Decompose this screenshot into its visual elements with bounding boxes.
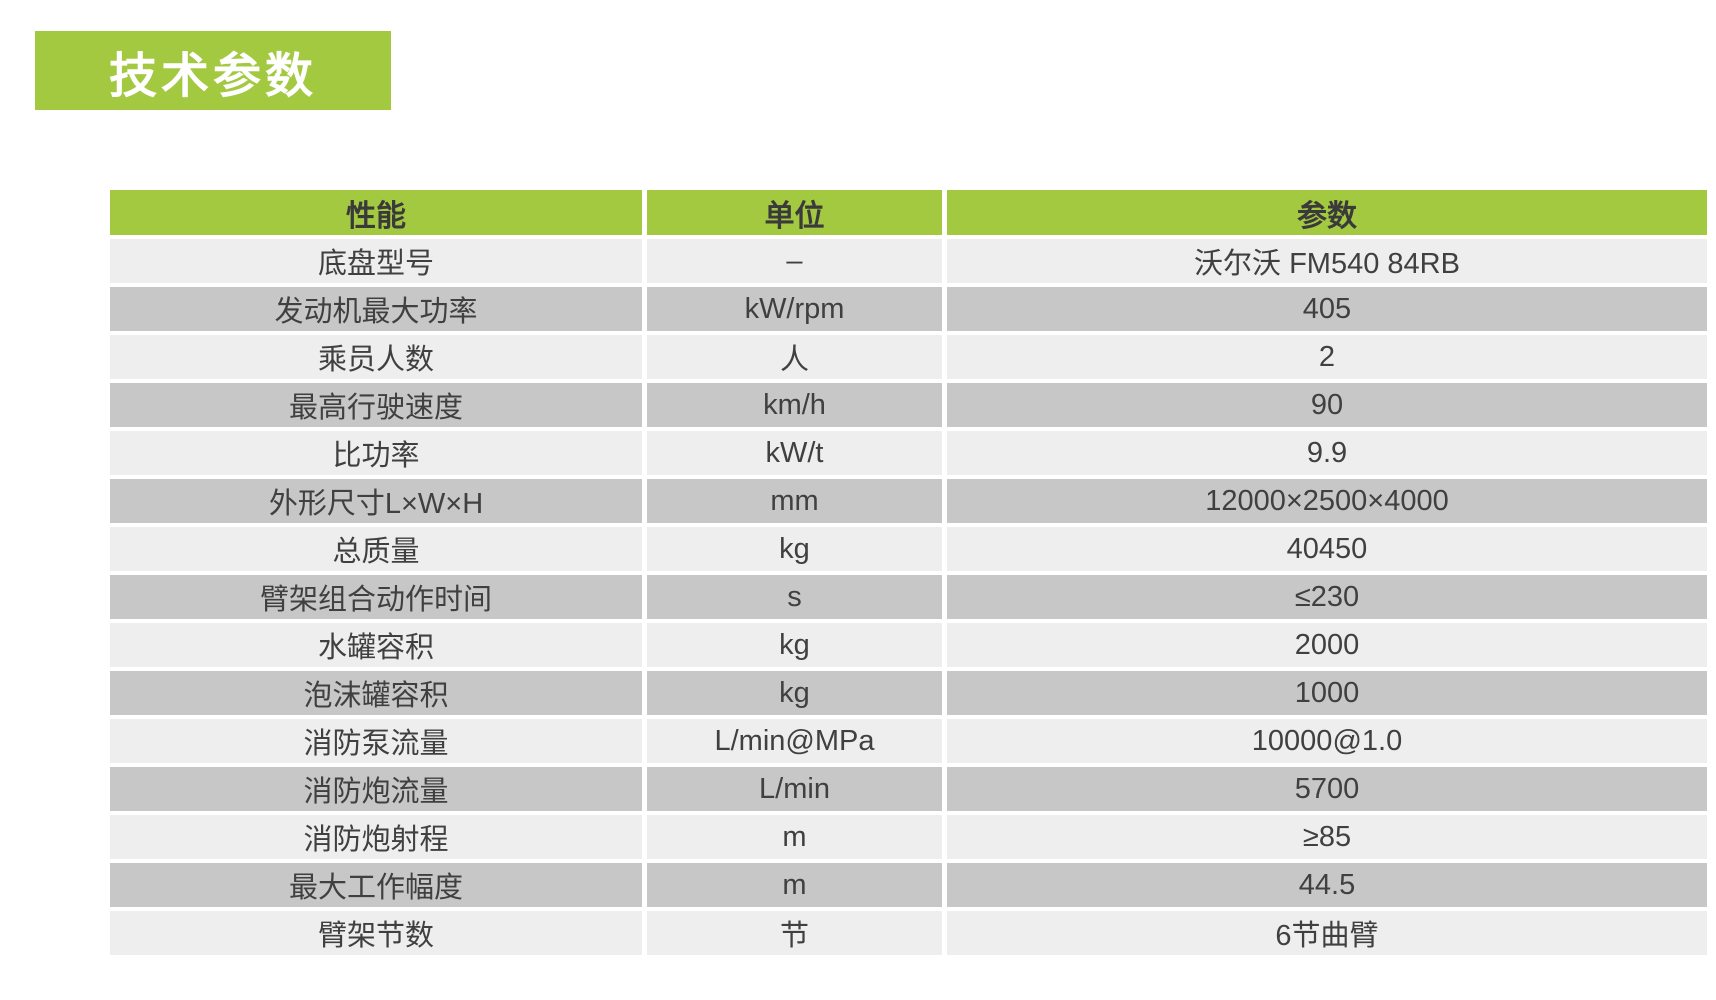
table-row: 最大工作幅度 m 44.5 <box>110 863 1707 907</box>
table-row: 泡沫罐容积 kg 1000 <box>110 671 1707 715</box>
column-header-parameter: 参数 <box>947 190 1707 235</box>
column-header-unit: 单位 <box>647 190 942 235</box>
table-row: 消防泵流量 L/min@MPa 10000@1.0 <box>110 719 1707 763</box>
cell-performance: 消防炮射程 <box>110 815 642 859</box>
table-row: 最高行驶速度 km/h 90 <box>110 383 1707 427</box>
cell-unit: m <box>647 815 942 859</box>
cell-value: 12000×2500×4000 <box>947 479 1707 523</box>
table-row: 外形尺寸L×W×H mm 12000×2500×4000 <box>110 479 1707 523</box>
cell-performance: 比功率 <box>110 431 642 475</box>
table-row: 比功率 kW/t 9.9 <box>110 431 1707 475</box>
cell-performance: 臂架节数 <box>110 911 642 955</box>
table-row: 臂架节数 节 6节曲臂 <box>110 911 1707 955</box>
cell-unit: 节 <box>647 911 942 955</box>
cell-unit: L/min <box>647 767 942 811</box>
table-row: 消防炮流量 L/min 5700 <box>110 767 1707 811</box>
cell-performance: 底盘型号 <box>110 239 642 283</box>
cell-unit: s <box>647 575 942 619</box>
cell-value: 40450 <box>947 527 1707 571</box>
cell-value: 2000 <box>947 623 1707 667</box>
cell-performance: 最高行驶速度 <box>110 383 642 427</box>
cell-unit: kg <box>647 623 942 667</box>
cell-value: 10000@1.0 <box>947 719 1707 763</box>
cell-unit: – <box>647 239 942 283</box>
cell-value: 沃尔沃 FM540 84RB <box>947 239 1707 283</box>
section-title: 技术参数 <box>108 49 317 103</box>
cell-value: 5700 <box>947 767 1707 811</box>
table-row: 底盘型号 – 沃尔沃 FM540 84RB <box>110 239 1707 283</box>
cell-unit: mm <box>647 479 942 523</box>
column-header-performance: 性能 <box>110 190 642 235</box>
cell-unit: L/min@MPa <box>647 719 942 763</box>
table-row: 水罐容积 kg 2000 <box>110 623 1707 667</box>
table-row: 总质量 kg 40450 <box>110 527 1707 571</box>
cell-performance: 总质量 <box>110 527 642 571</box>
cell-value: 90 <box>947 383 1707 427</box>
cell-performance: 消防炮流量 <box>110 767 642 811</box>
cell-value: 44.5 <box>947 863 1707 907</box>
cell-value: ≥85 <box>947 815 1707 859</box>
cell-value: 1000 <box>947 671 1707 715</box>
cell-unit: 人 <box>647 335 942 379</box>
cell-value: 405 <box>947 287 1707 331</box>
table-row: 发动机最大功率 kW/rpm 405 <box>110 287 1707 331</box>
cell-performance: 消防泵流量 <box>110 719 642 763</box>
table-row: 乘员人数 人 2 <box>110 335 1707 379</box>
cell-unit: kW/rpm <box>647 287 942 331</box>
table-row: 臂架组合动作时间 s ≤230 <box>110 575 1707 619</box>
table-header-row: 性能 单位 参数 <box>110 190 1707 235</box>
cell-performance: 乘员人数 <box>110 335 642 379</box>
cell-performance: 泡沫罐容积 <box>110 671 642 715</box>
spec-table: 性能 单位 参数 底盘型号 – 沃尔沃 FM540 84RB 发动机最大功率 k… <box>110 190 1707 955</box>
cell-performance: 水罐容积 <box>110 623 642 667</box>
cell-unit: km/h <box>647 383 942 427</box>
cell-value: ≤230 <box>947 575 1707 619</box>
cell-performance: 臂架组合动作时间 <box>110 575 642 619</box>
cell-performance: 发动机最大功率 <box>110 287 642 331</box>
table-row: 消防炮射程 m ≥85 <box>110 815 1707 859</box>
cell-performance: 最大工作幅度 <box>110 863 642 907</box>
cell-performance: 外形尺寸L×W×H <box>110 479 642 523</box>
cell-value: 9.9 <box>947 431 1707 475</box>
cell-unit: kg <box>647 527 942 571</box>
cell-value: 2 <box>947 335 1707 379</box>
cell-unit: kW/t <box>647 431 942 475</box>
cell-value: 6节曲臂 <box>947 911 1707 955</box>
cell-unit: kg <box>647 671 942 715</box>
cell-unit: m <box>647 863 942 907</box>
section-title-badge: 技术参数 <box>35 31 391 110</box>
